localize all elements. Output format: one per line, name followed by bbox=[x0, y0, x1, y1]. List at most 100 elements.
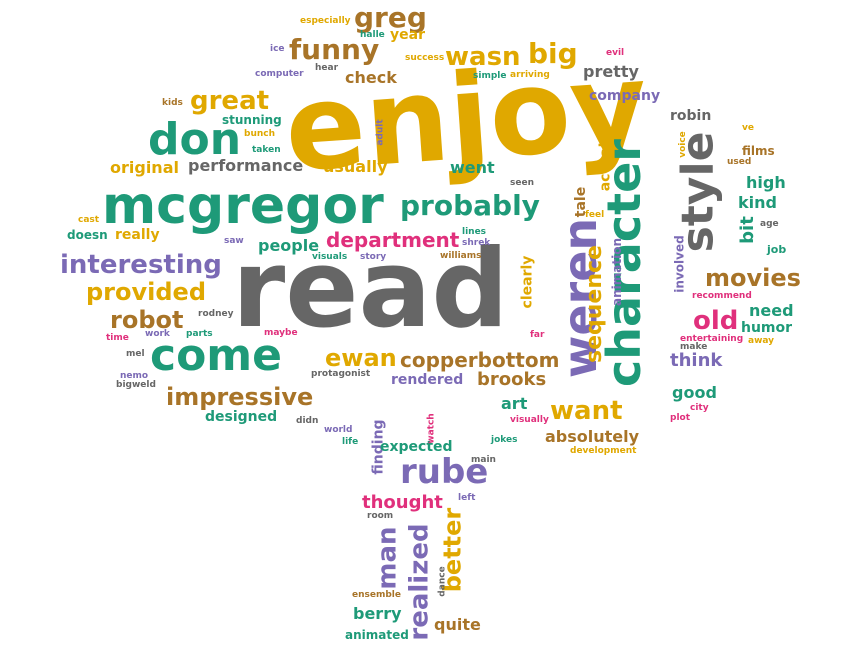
word-voice: voice bbox=[677, 131, 688, 158]
word-greg: greg bbox=[354, 1, 427, 34]
word-berry: berry bbox=[353, 604, 402, 623]
word-original: original bbox=[110, 158, 179, 177]
word-visually: visually bbox=[510, 415, 549, 425]
word-bigweld: bigweld bbox=[116, 380, 156, 390]
word-want: want bbox=[550, 396, 623, 426]
word-rendered: rendered bbox=[391, 372, 464, 388]
word-especially: especially bbox=[300, 16, 351, 26]
word-animated: animated bbox=[345, 628, 409, 642]
word-company: company bbox=[589, 88, 661, 104]
word-computer: computer bbox=[255, 69, 304, 79]
word-mcgregor: mcgregor bbox=[102, 176, 384, 236]
word-bit: bit bbox=[736, 216, 758, 244]
word-simple: simple bbox=[473, 71, 507, 81]
word-dance: dance bbox=[437, 566, 448, 597]
word-taken: taken bbox=[252, 145, 281, 155]
word-went: went bbox=[450, 158, 495, 177]
word-time: time bbox=[106, 333, 129, 343]
word-designed: designed bbox=[205, 409, 278, 425]
word-doesn: doesn bbox=[67, 228, 108, 242]
word-plot: plot bbox=[670, 413, 691, 423]
word-entertaining: entertaining bbox=[680, 334, 744, 344]
word-adult: adult bbox=[375, 119, 386, 146]
word-animation: animation bbox=[610, 238, 624, 306]
word-thought: thought bbox=[362, 492, 443, 513]
word-ice: ice bbox=[270, 44, 285, 54]
word-think: think bbox=[670, 350, 723, 371]
word-mel: mel bbox=[126, 349, 145, 359]
word-protagonist: protagonist bbox=[311, 369, 371, 379]
word-impressive: impressive bbox=[166, 383, 314, 411]
word-man: man bbox=[372, 526, 403, 590]
word-funny: funny bbox=[289, 33, 380, 66]
word-robot: robot bbox=[110, 306, 184, 334]
word-main: main bbox=[471, 455, 496, 465]
word-usually: usually bbox=[323, 157, 388, 176]
word-provided: provided bbox=[86, 278, 207, 306]
word-involved: involved bbox=[672, 235, 687, 293]
word-rodney: rodney bbox=[198, 309, 234, 319]
word-actually: actually bbox=[597, 128, 614, 192]
word-story: story bbox=[360, 252, 387, 262]
word-didn: didn bbox=[296, 416, 319, 426]
word-clearly: clearly bbox=[519, 255, 536, 309]
word-really: really bbox=[115, 227, 160, 243]
word-don: don bbox=[148, 114, 242, 165]
word-rube: rube bbox=[400, 452, 489, 492]
word-lines: lines bbox=[462, 227, 487, 237]
word-come: come bbox=[150, 330, 282, 381]
word-pretty: pretty bbox=[583, 62, 639, 81]
word-success: success bbox=[405, 53, 445, 63]
word-development: development bbox=[570, 446, 637, 456]
word-cast: cast bbox=[78, 215, 100, 225]
word-williams: williams bbox=[440, 251, 482, 261]
word-far: far bbox=[530, 330, 545, 340]
word-stunning: stunning bbox=[222, 113, 282, 127]
word-away: away bbox=[748, 336, 775, 346]
word-need: need bbox=[749, 301, 794, 320]
word-ensemble: ensemble bbox=[352, 590, 401, 600]
word-jokes: jokes bbox=[491, 435, 518, 445]
word-left: left bbox=[458, 493, 476, 503]
word-kind: kind bbox=[738, 193, 777, 212]
word-quite: quite bbox=[434, 615, 481, 634]
word-interesting: interesting bbox=[60, 250, 222, 280]
word-hear: hear bbox=[315, 63, 339, 73]
word-high: high bbox=[746, 173, 786, 192]
word-visuals: visuals bbox=[312, 252, 348, 262]
word-year: year bbox=[390, 27, 425, 43]
word-great: great bbox=[190, 86, 270, 116]
word-seen: seen bbox=[510, 178, 534, 188]
word-people: people bbox=[258, 236, 320, 255]
word-parts: parts bbox=[186, 329, 213, 339]
word-evil: evil bbox=[606, 48, 625, 58]
word-nemo: nemo bbox=[120, 371, 149, 381]
word-job: job bbox=[767, 243, 787, 256]
word-films: films bbox=[742, 144, 775, 158]
word-city: city bbox=[690, 403, 709, 413]
word-kids: kids bbox=[162, 98, 183, 108]
word-arriving: arriving bbox=[510, 70, 550, 80]
word-old: old bbox=[693, 306, 739, 336]
word-age: age bbox=[760, 219, 779, 229]
word-make: make bbox=[680, 342, 708, 352]
word-humor: humor bbox=[741, 320, 793, 336]
word-halle: halle bbox=[360, 30, 385, 40]
word-feel: feel bbox=[585, 210, 605, 220]
word-bunch: bunch bbox=[244, 129, 275, 139]
word-maybe: maybe bbox=[264, 328, 298, 338]
word-big: big bbox=[528, 37, 578, 70]
word-robin: robin bbox=[670, 108, 712, 124]
word-department: department bbox=[326, 228, 460, 252]
word-movies: movies bbox=[705, 264, 801, 292]
word-saw: saw bbox=[224, 236, 244, 246]
word-work: work bbox=[145, 329, 170, 339]
word-art: art bbox=[501, 394, 528, 413]
word-watch: watch bbox=[426, 413, 437, 444]
word-expected: expected bbox=[380, 439, 453, 455]
word-check: check bbox=[345, 68, 397, 87]
word-performance: performance bbox=[188, 156, 304, 175]
word-life: life bbox=[342, 437, 359, 447]
word-ewan: ewan bbox=[325, 344, 397, 372]
